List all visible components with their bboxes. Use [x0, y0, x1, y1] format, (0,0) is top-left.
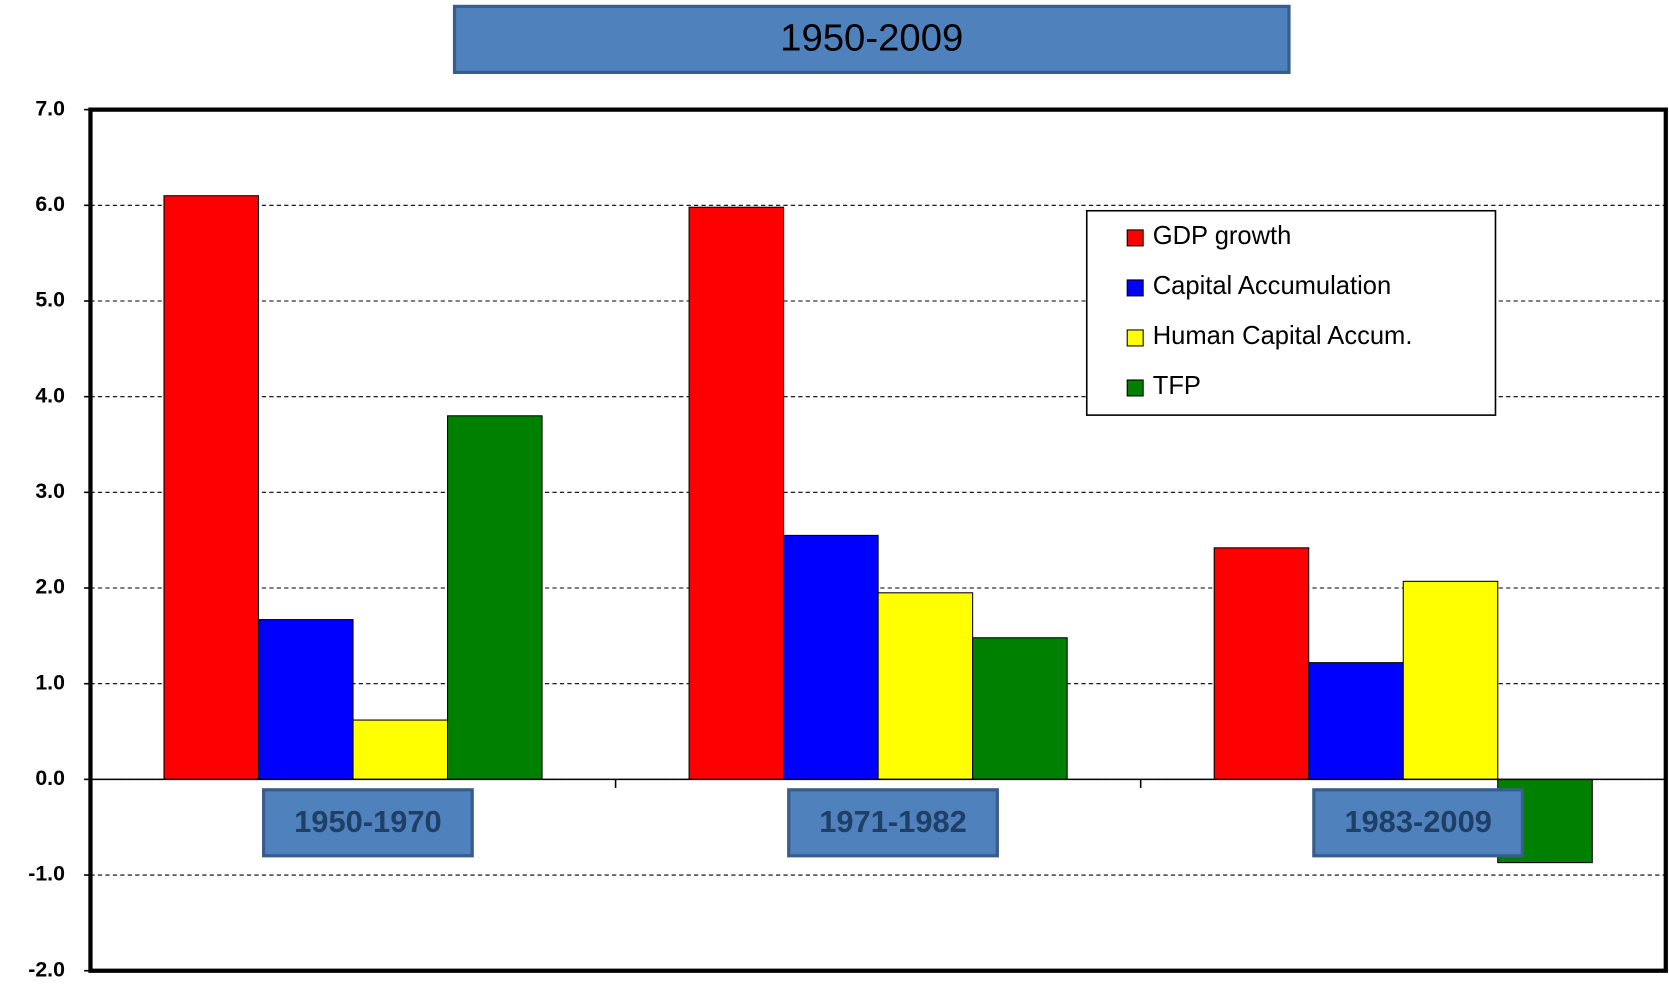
y-tick-label: 4.0 [35, 383, 65, 407]
legend-swatch [1126, 229, 1144, 247]
bar [447, 415, 543, 780]
bar [1308, 662, 1404, 780]
bar [257, 619, 354, 780]
x-tick-label: 1950-1970 [294, 804, 442, 839]
y-tick-label: 0.0 [35, 766, 65, 790]
legend-swatch [1126, 329, 1144, 347]
y-tick-label: 5.0 [35, 288, 65, 312]
category-box [1312, 788, 1525, 858]
category-box [262, 788, 474, 858]
y-tick-label: 2.0 [35, 575, 65, 599]
x-tick-label: 1983-2009 [1344, 804, 1492, 839]
y-tick-label: 3.0 [35, 479, 65, 503]
legend-label: GDP growth [1153, 222, 1292, 250]
y-tick-label: -2.0 [28, 957, 65, 981]
y-tick-label: 1.0 [35, 670, 65, 694]
bar [972, 637, 1068, 780]
y-tick-label: 7.0 [35, 96, 65, 120]
legend-label: Human Capital Accum. [1153, 322, 1413, 350]
category-box [787, 788, 999, 858]
bar [163, 195, 260, 780]
bar [783, 534, 879, 780]
x-tick-label: 1971-1982 [819, 804, 967, 839]
legend-swatch [1126, 279, 1144, 297]
chart-root: 1950-2009 -2.0 -1.0 0.0 1.0 2.0 3.0 4.0 5.0 6.0 7… [28, 4, 1668, 981]
y-tick-label: -1.0 [28, 862, 65, 886]
title-box [452, 4, 1291, 74]
legend-box [1085, 209, 1497, 416]
bar [688, 206, 785, 780]
chart-title: 1950-2009 [780, 17, 963, 60]
y-tick-label: 6.0 [35, 192, 65, 216]
bar [352, 719, 449, 780]
bar [877, 592, 974, 780]
legend-label: TFP [1153, 372, 1201, 400]
bar [1213, 547, 1310, 780]
legend-swatch [1126, 379, 1144, 397]
plot-frame [88, 107, 1668, 973]
bar [1402, 580, 1499, 780]
legend-label: Capital Accumulation [1153, 272, 1391, 300]
